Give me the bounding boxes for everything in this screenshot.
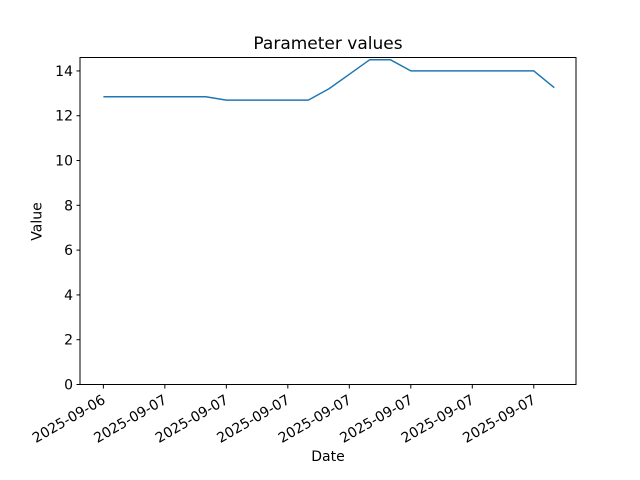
y-tick-label: 2 — [64, 333, 73, 349]
chart-title: Parameter values — [253, 34, 403, 54]
y-tick-label: 0 — [64, 378, 73, 394]
data-line-parameter — [103, 58, 555, 101]
y-tick-label: 12 — [55, 109, 73, 125]
y-axis-label: Value — [29, 202, 46, 241]
y-tick-label: 8 — [64, 198, 73, 214]
y-tick-label: 6 — [64, 243, 73, 259]
y-tick-label: 4 — [64, 288, 73, 304]
y-tick-label: 14 — [55, 64, 73, 80]
axes-frame — [79, 57, 577, 385]
y-tick-label: 10 — [55, 154, 73, 170]
x-axis-label: Date — [311, 449, 345, 465]
